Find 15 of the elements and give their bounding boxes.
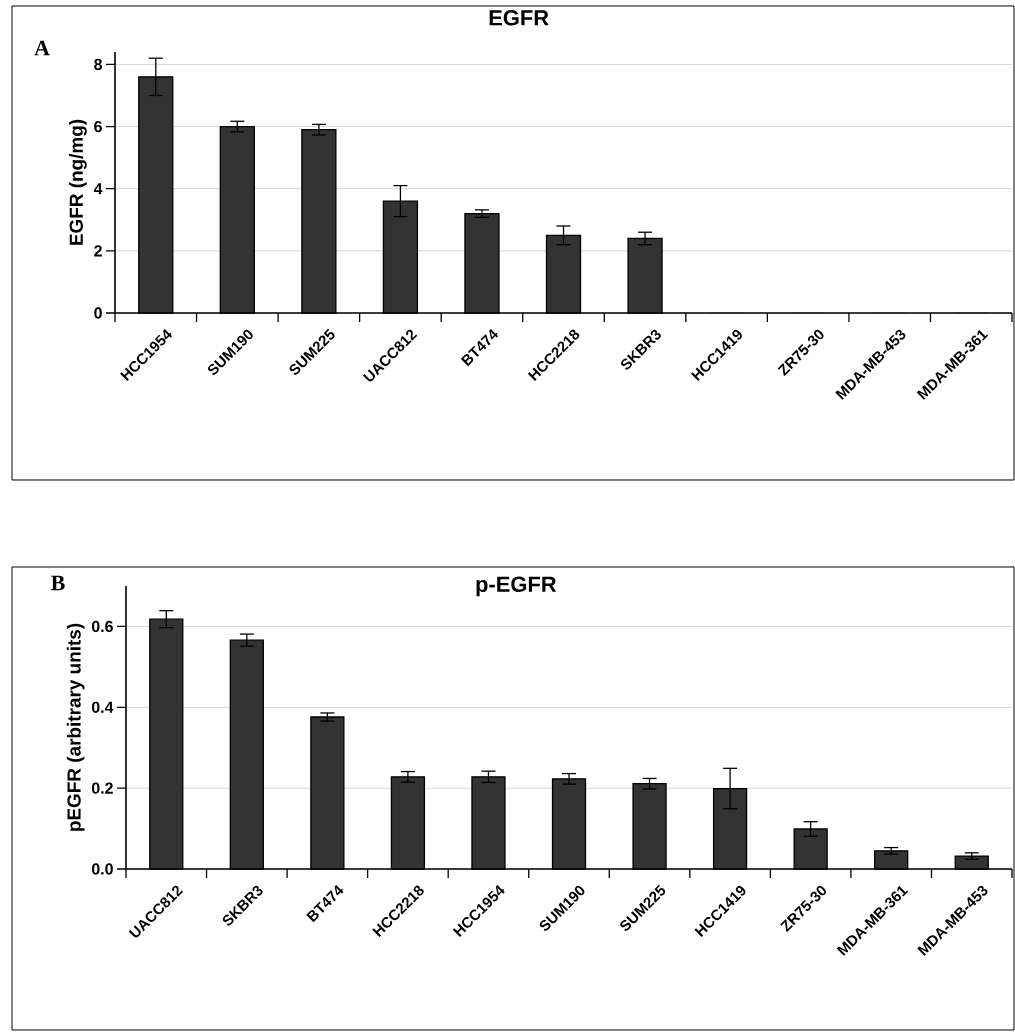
y-tick-label: 8 (94, 58, 102, 71)
chart-title: p-EGFR (476, 576, 557, 597)
text: A (34, 40, 50, 56)
y-tick-label: 0.0 (91, 863, 113, 875)
y-tick-label: 0 (94, 307, 102, 319)
y-tick-label: 2 (94, 245, 102, 257)
chart-title: EGFR (489, 10, 549, 26)
y-tick-label: 4 (93, 183, 103, 195)
y-tick-label: 6 (94, 120, 102, 133)
y-axis-title: EGFR (ng/mg) (69, 119, 87, 245)
text: B (51, 575, 65, 591)
y-tick-label: 0.2 (91, 782, 113, 794)
y-tick-label: 0.6 (91, 620, 113, 633)
y-axis-title: pEGFR (arbitrary units) (66, 623, 85, 831)
y-tick-label: 0.4 (91, 701, 114, 713)
